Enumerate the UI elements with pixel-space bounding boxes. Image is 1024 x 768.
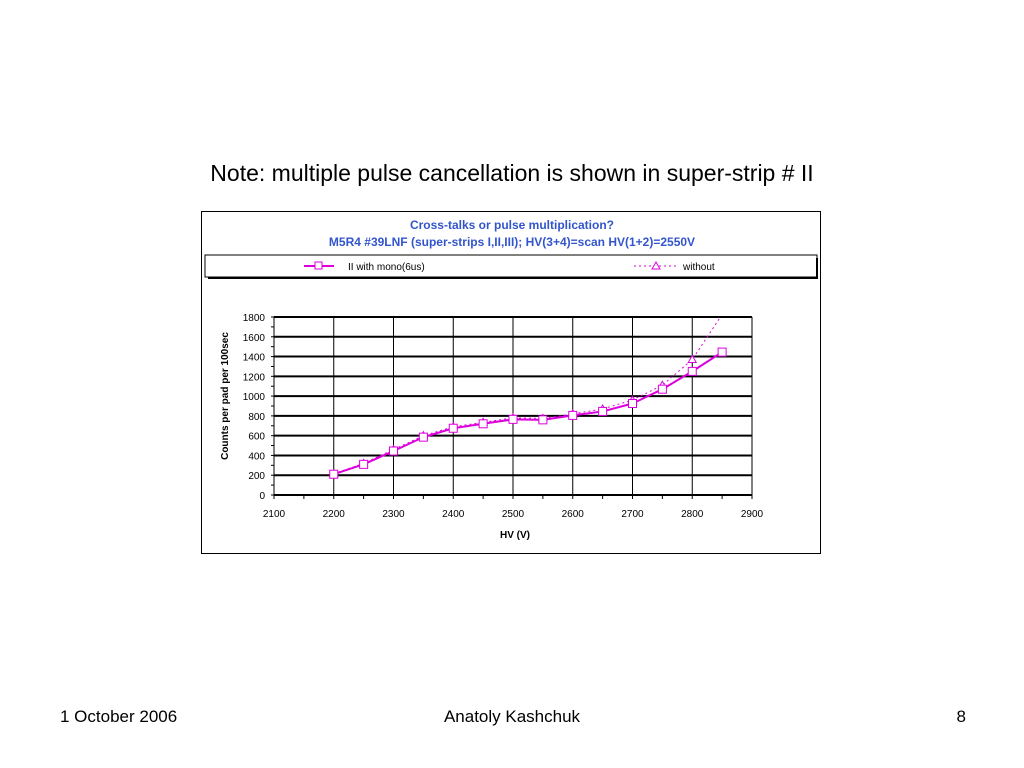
legend-box	[204, 254, 818, 278]
series-mono-point	[687, 366, 697, 376]
x-axis-label: HV (V)	[500, 530, 530, 541]
y-tick-label: 1600	[243, 333, 266, 344]
series-without-point	[687, 354, 698, 364]
series-mono-line	[333, 351, 723, 476]
chart-frame: Cross-talks or pulse multiplication? M5R…	[201, 211, 821, 554]
x-tick-label: 2700	[621, 509, 644, 520]
y-tick-label: 600	[248, 432, 265, 443]
footer-author: Anatoly Kashchuk	[443, 707, 581, 726]
series-mono-point	[389, 446, 398, 456]
series-mono-point	[329, 469, 339, 479]
x-tick-label: 2300	[382, 509, 405, 520]
series-mono-point	[508, 414, 518, 424]
y-tick-label: 200	[248, 471, 265, 482]
y-tick-label: 0	[259, 491, 265, 502]
y-tick-label: 400	[248, 451, 265, 462]
page-number: 8	[956, 707, 966, 726]
chart-subtitle: M5R4 #39LNF (super-strips I,II,III); HV(…	[329, 235, 695, 249]
series-mono-point	[568, 410, 578, 420]
series-mono-point	[418, 432, 428, 442]
series-without-line	[333, 318, 720, 475]
footer-date: 1 October 2006	[60, 707, 178, 726]
legend-series-2-label: without	[682, 262, 715, 273]
y-tick-label: 800	[248, 412, 265, 423]
y-tick-label: 1000	[243, 392, 266, 403]
x-tick-label: 2500	[502, 509, 525, 520]
x-tick-label: 2200	[323, 509, 346, 520]
legend-series-1-marker	[314, 261, 323, 270]
series-mono-point	[538, 415, 548, 425]
series-mono-point	[657, 384, 667, 394]
series-mono-point	[478, 419, 488, 429]
chart-title: Cross-talks or pulse multiplication?	[410, 218, 614, 232]
slide-title: Note: multiple pulse cancellation is sho…	[210, 160, 814, 186]
x-tick-label: 2900	[741, 509, 764, 520]
y-tick-label: 1800	[243, 313, 266, 324]
series-mono-point	[598, 406, 608, 416]
x-tick-label: 2600	[562, 509, 585, 520]
legend-series-2-marker	[651, 260, 661, 270]
y-axis-label: Counts per pad per 100sec	[220, 332, 231, 460]
series-mono-point	[448, 423, 458, 433]
plot-area: 0 200 400 600 800 1000 1200 1400 1600 1800 2100 220…	[243, 313, 764, 520]
x-tick-label: 2100	[263, 509, 286, 520]
series-mono-point	[359, 459, 369, 469]
line-chart: Cross-talks or pulse multiplication? M5R…	[204, 218, 818, 541]
y-tick-label: 1200	[243, 372, 266, 383]
y-tick-label: 1400	[243, 353, 266, 364]
legend-series-1-label: II with mono(6us)	[348, 262, 425, 273]
series-mono-point	[628, 399, 637, 409]
x-tick-label: 2400	[442, 509, 465, 520]
series-mono-point	[717, 347, 727, 357]
x-tick-label: 2800	[681, 509, 704, 520]
